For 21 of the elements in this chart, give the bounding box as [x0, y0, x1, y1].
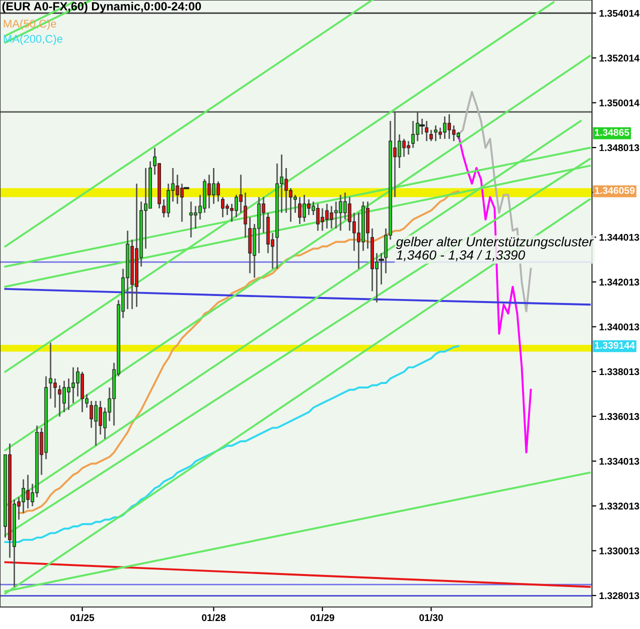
y-tick-label: 1.354014	[600, 10, 640, 17]
y-tick-label: 1.342013	[600, 278, 640, 286]
y-tick-label: 1.338013	[600, 368, 640, 376]
y-tick-label: 1.340013	[600, 323, 640, 330]
text: 1.346059	[594, 187, 635, 194]
x-tick-label: 01/28	[202, 614, 226, 622]
y-tick-label: 1.334013	[600, 458, 640, 465]
y-tick-label: 1.344013	[600, 234, 640, 241]
y-tick-label: 1.332013	[600, 502, 640, 510]
text: 1.339144	[594, 342, 635, 349]
x-tick-label: 01/25	[70, 614, 94, 622]
y-tick-label: 1.350014	[600, 99, 640, 106]
y-tick-label: 1.328013	[600, 592, 640, 600]
x-tick-label: 01/29	[310, 614, 334, 622]
annotation: 1.34865	[594, 128, 630, 136]
y-tick-label: 1.330013	[600, 547, 640, 554]
y-tick-label: 1.352014	[600, 54, 640, 62]
x-tick-label: 01/30	[419, 614, 443, 622]
y-tick-label: 1.348013	[600, 144, 640, 152]
annotation: gelber alter Unterstützungscluster 1,3460 - 1,34 / 1,3390	[396, 236, 594, 262]
y-tick-label: 1.336013	[600, 413, 640, 420]
